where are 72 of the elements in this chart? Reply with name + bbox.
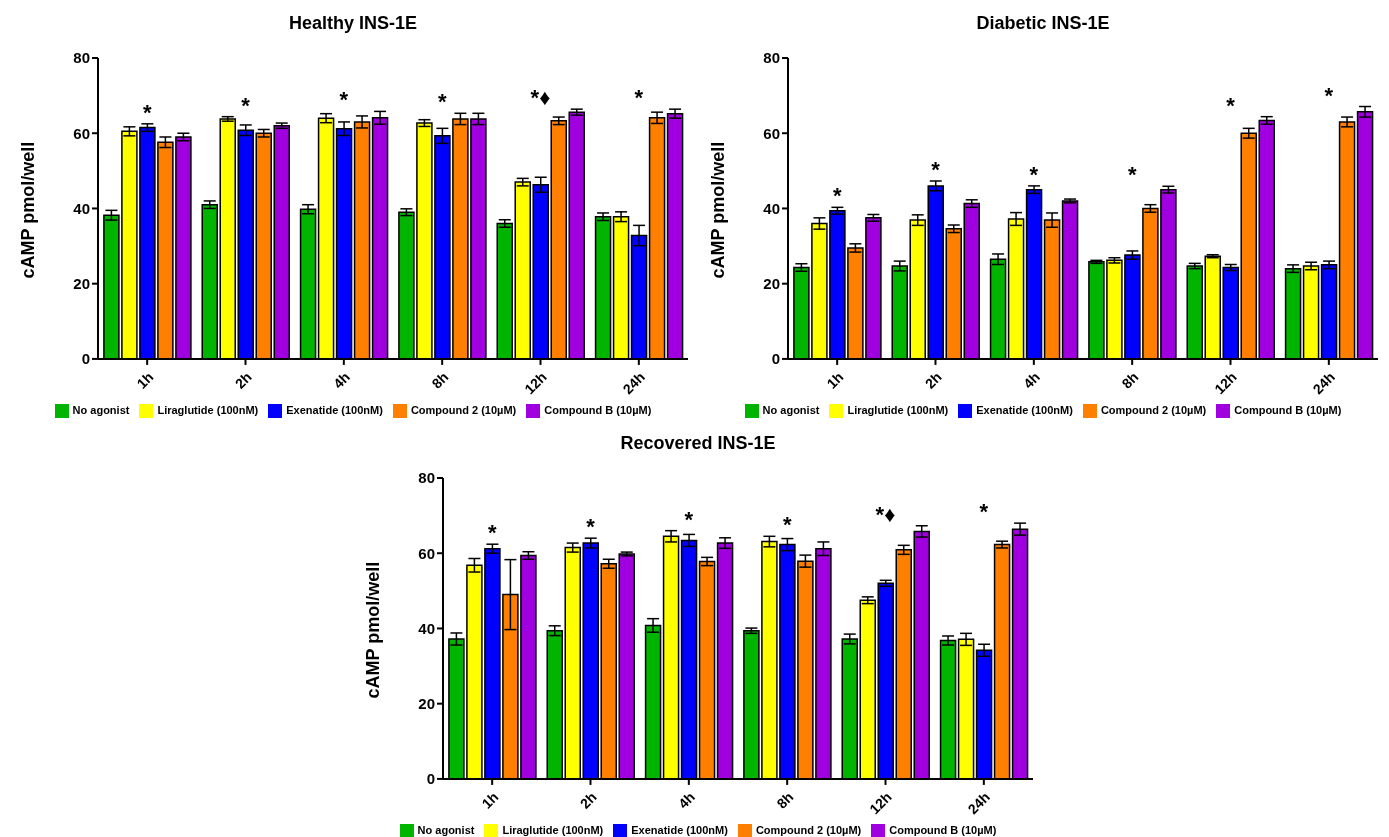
- x-tick-label: 4h: [330, 368, 353, 392]
- annotation: *: [437, 89, 447, 115]
- x-tick-label: 2h: [231, 368, 255, 392]
- legend-label: Exenatide (100nM): [286, 403, 383, 416]
- annotation: *: [1226, 92, 1236, 118]
- x-tick-label: 24h: [619, 368, 648, 398]
- y-tick-label: 80: [763, 49, 780, 67]
- annotation: *: [1127, 162, 1137, 188]
- annotation: *♦: [530, 85, 551, 111]
- y-tick-label: 20: [418, 695, 435, 712]
- legend-label: Compound 2 (10µM): [755, 823, 862, 836]
- legend-label: Exenatide (100nM): [976, 403, 1073, 416]
- chart-title: Recovered INS-1E: [619, 432, 777, 455]
- x-tick-label: 12h: [521, 368, 550, 398]
- legend-label: Compound 2 (10µM): [410, 403, 517, 416]
- legend-label: Compound 2 (10µM): [1100, 403, 1207, 416]
- legend-label: No agonist: [72, 403, 130, 416]
- x-tick-label: 4h: [675, 788, 698, 812]
- legend-label: Liraglutide (100nM): [502, 823, 604, 836]
- annotation: *: [339, 87, 349, 113]
- annotation: *♦: [875, 501, 896, 527]
- annotation: *: [487, 520, 497, 546]
- y-tick-label: 20: [763, 275, 780, 292]
- annotation: *: [241, 92, 251, 118]
- x-tick-label: 2h: [921, 368, 945, 392]
- y-axis-title: cAMP pmol/well: [708, 141, 729, 279]
- legend-label: Compound B (10µM): [544, 403, 652, 416]
- x-tick-label: 8h: [773, 788, 797, 812]
- y-tick-label: 60: [418, 544, 435, 562]
- annotation: *: [586, 514, 596, 540]
- x-tick-label: 24h: [964, 788, 993, 818]
- annotation: *: [684, 506, 694, 532]
- y-axis-title: cAMP pmol/well: [363, 561, 384, 699]
- x-tick-label: 8h: [428, 368, 452, 392]
- y-tick-label: 80: [418, 469, 435, 487]
- x-tick-label: 4h: [1020, 368, 1043, 392]
- y-tick-label: 60: [763, 124, 780, 142]
- annotation: *: [782, 512, 792, 538]
- legend-label: No agonist: [417, 823, 475, 836]
- annotation: *: [142, 99, 152, 125]
- legend-label: Compound B (10µM): [889, 823, 997, 836]
- legend-label: Exenatide (100nM): [631, 823, 728, 836]
- chart-title: Diabetic INS-1E: [975, 12, 1111, 35]
- annotation: *: [1029, 161, 1039, 187]
- y-tick-label: 20: [73, 275, 90, 292]
- annotation: *: [634, 85, 644, 111]
- x-tick-label: 1h: [133, 368, 157, 392]
- x-tick-label: 24h: [1309, 368, 1338, 398]
- x-tick-label: 12h: [1211, 368, 1240, 398]
- y-tick-label: 0: [81, 350, 90, 368]
- x-tick-label: 8h: [1118, 368, 1142, 392]
- chart-title: Healthy INS-1E: [287, 12, 418, 35]
- legend-label: Compound B (10µM): [1234, 403, 1342, 416]
- annotation: *: [832, 183, 842, 209]
- y-tick-label: 0: [771, 350, 780, 368]
- x-tick-label: 2h: [576, 788, 600, 812]
- annotation: *: [979, 499, 989, 525]
- y-tick-label: 60: [73, 124, 90, 142]
- annotation: *: [1324, 82, 1334, 108]
- x-tick-label: 1h: [478, 788, 502, 812]
- x-tick-label: 1h: [823, 368, 847, 392]
- legend-label: No agonist: [762, 403, 820, 416]
- y-tick-label: 40: [73, 199, 90, 217]
- legend-label: Liraglutide (100nM): [157, 403, 259, 416]
- y-tick-label: 80: [73, 49, 90, 67]
- x-tick-label: 12h: [866, 788, 895, 818]
- annotation: *: [931, 157, 941, 182]
- y-tick-label: 0: [426, 770, 435, 788]
- y-tick-label: 40: [763, 199, 780, 217]
- y-tick-label: 40: [418, 619, 435, 637]
- legend-label: Liraglutide (100nM): [847, 403, 949, 416]
- y-axis-title: cAMP pmol/well: [18, 141, 39, 279]
